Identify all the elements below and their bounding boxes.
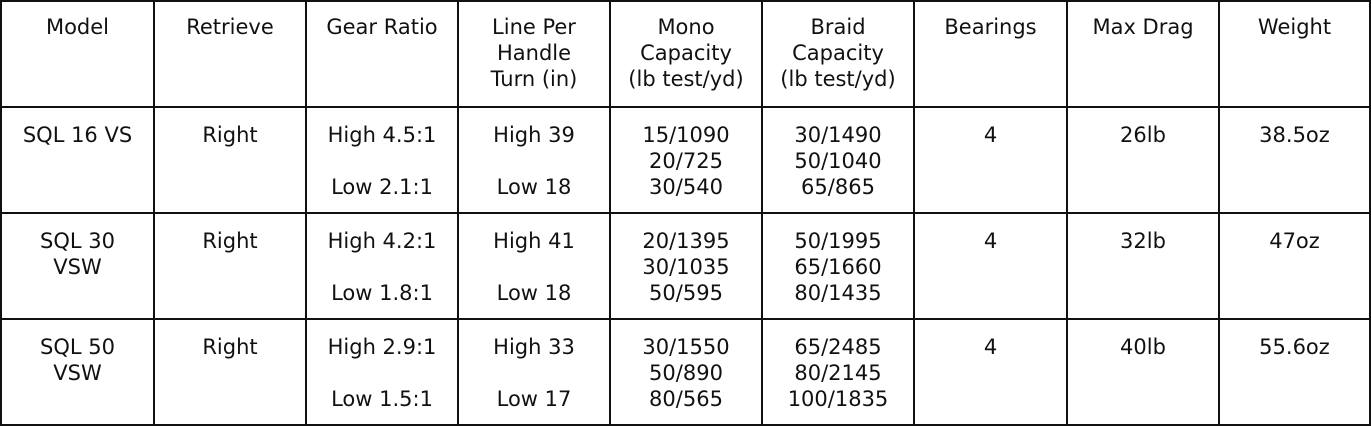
braid-capacity-cell: 30/1490 50/1040 65/865 xyxy=(761,106,915,214)
mono-capacity-value: 15/1090 xyxy=(642,123,730,147)
header-label: Handle xyxy=(496,41,572,65)
model-cell: SQL 50 VSW xyxy=(0,318,155,426)
mono-capacity-value: 50/595 xyxy=(649,281,723,305)
gear-ratio-low: Low 1.5:1 xyxy=(331,387,433,411)
header-weight: Weight xyxy=(1218,0,1371,108)
braid-capacity-cell: 50/1995 65/1660 80/1435 xyxy=(761,212,915,320)
line-per-turn-low: Low 18 xyxy=(496,281,572,305)
model-name: SQL 16 VS xyxy=(22,123,133,147)
retrieve-cell: Right xyxy=(153,318,307,426)
model-name: VSW xyxy=(53,255,102,279)
braid-capacity-cell: 65/2485 80/2145 100/1835 xyxy=(761,318,915,426)
braid-capacity-value: 30/1490 xyxy=(794,123,882,147)
weight-cell: 47oz xyxy=(1218,212,1371,320)
header-label: Mono xyxy=(657,15,715,39)
header-label: Capacity xyxy=(640,41,732,65)
line-per-turn-low: Low 18 xyxy=(496,175,572,199)
max-drag-cell: 40lb xyxy=(1066,318,1220,426)
header-label: Line Per xyxy=(492,15,576,39)
bearings-cell: 4 xyxy=(913,212,1068,320)
braid-capacity-value: 65/2485 xyxy=(794,335,882,359)
mono-capacity-value: 20/1395 xyxy=(642,229,730,253)
bearings-cell: 4 xyxy=(913,318,1068,426)
gear-ratio-high: High 4.5:1 xyxy=(327,123,437,147)
header-retrieve: Retrieve xyxy=(153,0,307,108)
mono-capacity-value: 30/1035 xyxy=(642,255,730,279)
model-cell: SQL 16 VS xyxy=(0,106,155,214)
braid-capacity-value: 65/865 xyxy=(801,175,875,199)
gear-ratio-cell: High 2.9:1 Low 1.5:1 xyxy=(305,318,459,426)
retrieve-cell: Right xyxy=(153,212,307,320)
braid-capacity-value: 80/2145 xyxy=(794,361,882,385)
mono-capacity-value: 30/540 xyxy=(649,175,723,199)
header-label: Max Drag xyxy=(1092,15,1194,39)
line-per-turn-cell: High 41 Low 18 xyxy=(457,212,611,320)
header-label: Turn (in) xyxy=(490,67,578,91)
mono-capacity-value: 50/890 xyxy=(649,361,723,385)
mono-capacity-cell: 20/1395 30/1035 50/595 xyxy=(609,212,763,320)
mono-capacity-value: 20/725 xyxy=(649,149,723,173)
gear-ratio-high: High 4.2:1 xyxy=(327,229,437,253)
table-row: SQL 50 VSW Right High 2.9:1 Low 1.5:1 Hi… xyxy=(0,318,1371,426)
header-braid-capacity: Braid Capacity (lb test/yd) xyxy=(761,0,915,108)
header-label: Model xyxy=(45,15,110,39)
model-name: SQL 30 xyxy=(40,229,115,253)
table-header-row: Model Retrieve Gear Ratio Line Per Handle… xyxy=(0,0,1371,108)
line-per-turn-cell: High 33 Low 17 xyxy=(457,318,611,426)
mono-capacity-value: 30/1550 xyxy=(642,335,730,359)
line-per-turn-high: High 39 xyxy=(493,123,575,147)
header-line-per-handle-turn: Line Per Handle Turn (in) xyxy=(457,0,611,108)
table-row: SQL 30 VSW Right High 4.2:1 Low 1.8:1 Hi… xyxy=(0,212,1371,320)
bearings-cell: 4 xyxy=(913,106,1068,214)
line-per-turn-low: Low 17 xyxy=(496,387,572,411)
table-row: SQL 16 VS Right High 4.5:1 Low 2.1:1 Hig… xyxy=(0,106,1371,214)
weight-cell: 55.6oz xyxy=(1218,318,1371,426)
braid-capacity-value: 65/1660 xyxy=(794,255,882,279)
model-cell: SQL 30 VSW xyxy=(0,212,155,320)
header-bearings: Bearings xyxy=(913,0,1068,108)
header-label: Gear Ratio xyxy=(326,15,438,39)
braid-capacity-value: 80/1435 xyxy=(794,281,882,305)
mono-capacity-cell: 30/1550 50/890 80/565 xyxy=(609,318,763,426)
max-drag-cell: 32lb xyxy=(1066,212,1220,320)
header-max-drag: Max Drag xyxy=(1066,0,1220,108)
model-name: VSW xyxy=(53,361,102,385)
model-name: SQL 50 xyxy=(40,335,115,359)
header-label: Capacity xyxy=(792,41,884,65)
header-mono-capacity: Mono Capacity (lb test/yd) xyxy=(609,0,763,108)
gear-ratio-cell: High 4.2:1 Low 1.8:1 xyxy=(305,212,459,320)
line-per-turn-high: High 33 xyxy=(493,335,575,359)
header-label: (lb test/yd) xyxy=(628,67,744,91)
line-per-turn-cell: High 39 Low 18 xyxy=(457,106,611,214)
gear-ratio-low: Low 1.8:1 xyxy=(331,281,433,305)
header-gear-ratio: Gear Ratio xyxy=(305,0,459,108)
header-label: Weight xyxy=(1257,15,1332,39)
gear-ratio-high: High 2.9:1 xyxy=(327,335,437,359)
header-model: Model xyxy=(0,0,155,108)
header-label: (lb test/yd) xyxy=(780,67,896,91)
braid-capacity-value: 50/1995 xyxy=(794,229,882,253)
weight-cell: 38.5oz xyxy=(1218,106,1371,214)
max-drag-cell: 26lb xyxy=(1066,106,1220,214)
gear-ratio-low: Low 2.1:1 xyxy=(331,175,433,199)
line-per-turn-high: High 41 xyxy=(493,229,575,253)
braid-capacity-value: 100/1835 xyxy=(787,387,889,411)
header-label: Bearings xyxy=(944,15,1037,39)
braid-capacity-value: 50/1040 xyxy=(794,149,882,173)
mono-capacity-cell: 15/1090 20/725 30/540 xyxy=(609,106,763,214)
mono-capacity-value: 80/565 xyxy=(649,387,723,411)
header-label: Retrieve xyxy=(186,15,274,39)
header-label: Braid xyxy=(810,15,866,39)
gear-ratio-cell: High 4.5:1 Low 2.1:1 xyxy=(305,106,459,214)
retrieve-cell: Right xyxy=(153,106,307,214)
